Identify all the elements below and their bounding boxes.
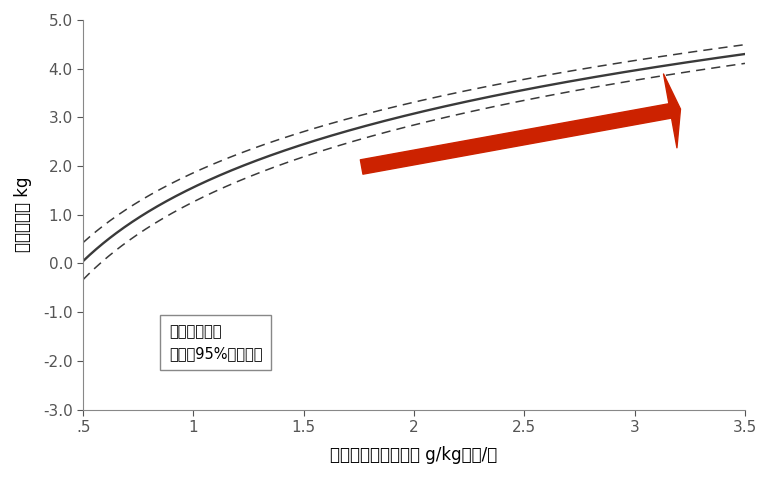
- Text: 実線：平均値
破線：95%信頼区間: 実線：平均値 破線：95%信頼区間: [169, 324, 263, 361]
- X-axis label: 総たんぱく質摄取量 g/kg体重/日: 総たんぱく質摄取量 g/kg体重/日: [331, 446, 498, 464]
- Y-axis label: 筋肉量増加 kg: 筋肉量増加 kg: [14, 177, 32, 252]
